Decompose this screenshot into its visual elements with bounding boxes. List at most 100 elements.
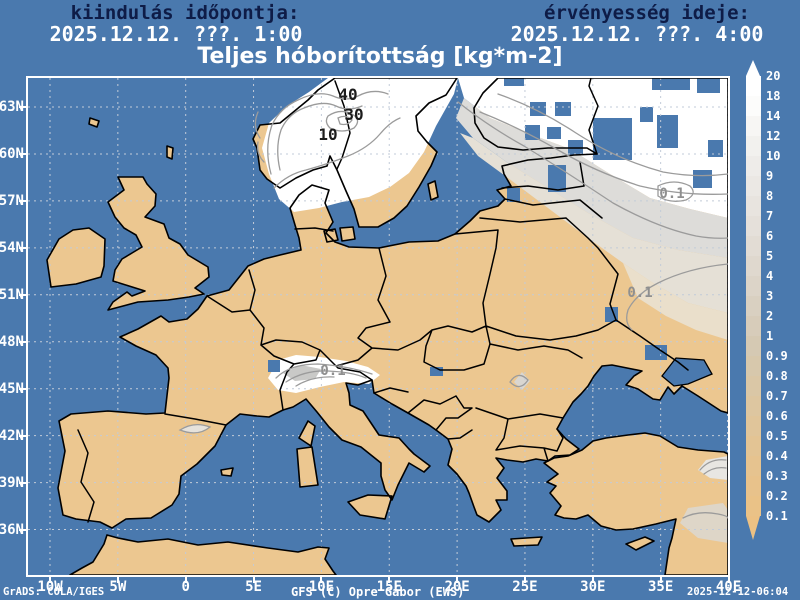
grads-credit: GrADS: COLA/IGES (3, 586, 105, 598)
colorbar-value-label: 2 (766, 309, 774, 323)
colorbar-value-label: 0.8 (766, 369, 788, 383)
colorbar-value-label: 9 (766, 169, 774, 183)
snow-fade-band2 (460, 133, 728, 313)
colorbar-value-label: 5 (766, 249, 774, 263)
colorbar-segment (746, 236, 761, 256)
colorbar-segment (746, 456, 761, 476)
snow-caucasus (698, 456, 728, 480)
snow-scandinavia (262, 78, 458, 212)
lat-tick-label: 60N (0, 145, 24, 162)
colorbar-segment (746, 156, 761, 176)
lon-tick-mark (116, 576, 119, 583)
colorbar-segment (746, 416, 761, 436)
snow-fade-band3 (623, 263, 728, 340)
lon-tick-label: 10E (308, 579, 335, 595)
lat-tick-mark (19, 199, 27, 202)
snow-shading (180, 78, 728, 543)
lon-tick-mark (523, 576, 526, 583)
colorbar-segment (746, 176, 761, 196)
lon-tick-mark (659, 576, 662, 583)
lon-tick-mark (727, 576, 730, 583)
colorbar-value-label: 1 (766, 329, 774, 343)
contour-value-label: 10 (318, 125, 337, 144)
colorbar-value-label: 10 (766, 149, 781, 163)
lon-tick-label: 10W (37, 579, 63, 595)
colorbar-value-label: 0.4 (766, 449, 788, 463)
colorbar-arrow-bottom (746, 516, 760, 540)
lon-tick-mark (456, 576, 459, 583)
country-borders (77, 78, 689, 523)
colorbar-segment (746, 216, 761, 236)
colorbar-segment (746, 256, 761, 276)
colorbar-segment (746, 436, 761, 456)
colorbar-segment (746, 476, 761, 496)
colorbar-value-label: 3 (766, 289, 774, 303)
lat-tick-mark (19, 340, 27, 343)
valid-time-value: 2025.12.12. ???. 4:00 (510, 22, 764, 46)
colorbar-segment (746, 316, 761, 336)
lon-tick-label: 40E (715, 579, 742, 595)
lat-tick-label: 42N (0, 427, 24, 444)
lon-tick-label: 35E (647, 579, 674, 595)
lon-tick-label: 30E (580, 579, 606, 595)
lon-tick-mark (252, 576, 255, 583)
colorbar-value-label: 20 (766, 69, 781, 83)
lat-tick-label: 45N (0, 380, 24, 397)
lat-tick-mark (19, 434, 27, 437)
lat-tick-label: 51N (0, 286, 24, 303)
lat-tick-label: 54N (0, 239, 24, 256)
colorbar-segment (746, 136, 761, 156)
lat-tick-label: 48N (0, 333, 24, 350)
map-title: Teljes hóborítottság [kg*m-2] (197, 44, 563, 69)
lon-tick-mark (49, 576, 51, 583)
lat-tick-mark (19, 152, 27, 155)
init-time-label: kiindulás időpontja: (70, 2, 300, 24)
colorbar-segment (746, 196, 761, 216)
lat-tick-label: 39N (0, 474, 24, 491)
colorbar-value-label: 7 (766, 209, 774, 223)
colorbar-value-label: 0.6 (766, 409, 788, 423)
colorbar-segment (746, 496, 761, 516)
contour-value-label: 30 (344, 105, 363, 124)
lon-tick-label: 5W (109, 579, 127, 595)
snow-carpathians (514, 372, 530, 390)
lon-tick-mark (591, 576, 594, 583)
lon-tick-label: 5E (245, 579, 262, 595)
colorbar-segment (746, 376, 761, 396)
colorbar-value-label: 0.2 (766, 489, 788, 503)
map-frame (26, 76, 730, 577)
contour-value-label: 0.1 (320, 363, 345, 379)
lat-tick-mark (19, 246, 27, 249)
lon-tick-mark (388, 576, 391, 583)
colorbar-value-label: 0.1 (766, 509, 788, 523)
lon-tick-label: 25E (512, 579, 538, 595)
lon-tick-mark (184, 576, 187, 583)
lat-tick-mark (19, 106, 27, 108)
contour-value-label: 0.1 (627, 285, 652, 301)
colorbar-arrow-top (746, 60, 760, 76)
colorbar-segment (746, 276, 761, 296)
colorbar-value-label: 6 (766, 229, 774, 243)
colorbar-segment (746, 96, 761, 116)
lon-tick-label: 20E (444, 579, 470, 595)
colorbar-value-label: 8 (766, 189, 774, 203)
colorbar-segment (746, 396, 761, 416)
lat-tick-mark (19, 387, 27, 390)
lon-tick-label: 15E (376, 579, 402, 595)
colorbar-value-label: 0.7 (766, 389, 788, 403)
model-credit: GFS (C) Opre Gábor (EWS) (291, 585, 465, 599)
contour-value-label: 0.1 (659, 186, 684, 202)
colorbar-value-label: 0.5 (766, 429, 788, 443)
snow-alps-core (283, 365, 321, 381)
init-time-value: 2025.12.12. ???. 1:00 (49, 22, 303, 46)
valid-time-label: érvényesség ideje: (544, 2, 750, 24)
colorbar-segment (746, 116, 761, 136)
lat-tick-mark (19, 293, 27, 296)
colorbar-segment (746, 296, 761, 316)
colorbar-value-label: 0.9 (766, 349, 788, 363)
snow-contours (178, 90, 728, 519)
colorbar-segment (746, 356, 761, 376)
